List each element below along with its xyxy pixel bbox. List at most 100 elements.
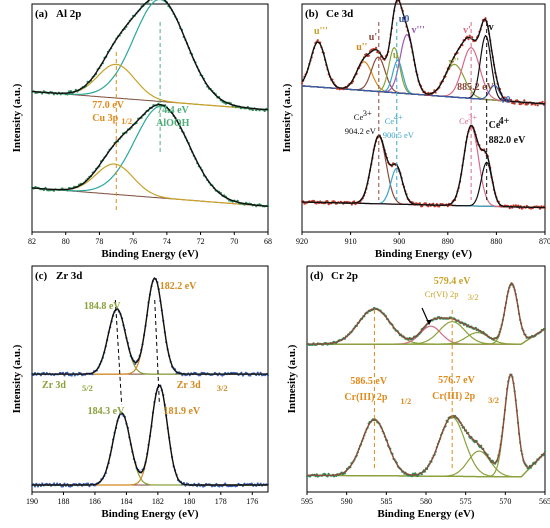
data-point	[509, 98, 513, 101]
x-tick-label: 178	[215, 497, 227, 506]
x-tick-label: 595	[301, 497, 313, 506]
panel-cr2p: 595 590 585 580 575 570 565 Binding Energy (eV)…	[286, 265, 550, 520]
data-point	[181, 374, 184, 377]
panel-zr3d: 190 188 186 184 182 180 178 176 Binding Energy (…	[11, 265, 270, 520]
peak-label-9: v0	[500, 95, 510, 106]
peak-label-1: u''	[356, 42, 367, 53]
x-tick-label: 190	[26, 497, 38, 506]
data-point	[541, 100, 544, 103]
data-point	[61, 485, 65, 488]
x-axis-title: Binding Energy (eV)	[101, 248, 199, 260]
annotation-cr6-sub: 3/2	[468, 292, 479, 302]
annotation-586-5: 586.5 eV	[350, 376, 387, 387]
fit-envelope	[301, 0, 546, 105]
panel-title: Ce 3d	[326, 8, 353, 20]
x-axis-title: Binding Energy (eV)	[375, 248, 473, 260]
data-point	[367, 54, 370, 57]
data-point	[224, 482, 227, 485]
x-tick-label: 585	[380, 497, 392, 506]
panel-label: (d)	[310, 270, 324, 282]
panel-label: (a)	[35, 8, 48, 20]
data-point	[421, 205, 424, 208]
panel-al2p: 82 80 78 76 74 72 70 68 Binding Energy (eV) Inten…	[11, 0, 272, 260]
annotation-184-8: 184.8 eV	[84, 301, 121, 312]
x-tick-label: 186	[89, 497, 101, 506]
data-point	[427, 205, 430, 208]
annotation-904-2: 904.2 eV	[345, 126, 377, 136]
peak-label-0: u'''	[314, 26, 328, 37]
data-point	[350, 203, 353, 206]
data-point	[234, 106, 238, 109]
fit-envelope	[31, 103, 269, 207]
data-point	[326, 200, 329, 203]
plot-frame	[31, 265, 269, 493]
peak-label-5: v'''	[411, 25, 425, 36]
peak-label-8: v	[489, 22, 494, 33]
x-tick-label: 74	[163, 237, 171, 246]
data-point	[69, 90, 72, 93]
annotation-882-0: 882.0 eV	[489, 135, 526, 146]
data-point	[256, 482, 259, 485]
annotation-cr3a: Cr(III) 2p	[344, 392, 387, 403]
data-point	[52, 189, 56, 192]
data-point	[536, 104, 539, 107]
annotation-zr3d52: Zr 3d	[42, 380, 66, 391]
annotation-zr3d32: Zr 3d	[177, 380, 201, 391]
data-point	[86, 482, 90, 485]
data-point	[66, 371, 69, 374]
data-point	[73, 374, 76, 377]
x-tick-label: 900	[393, 237, 405, 246]
data-point	[375, 46, 378, 50]
x-tick-label: 870	[539, 237, 550, 246]
x-tick-label: 176	[246, 497, 258, 506]
fit-envelope	[31, 0, 269, 111]
data-point	[250, 482, 253, 485]
annotation-zr3d32-sub: 3/2	[217, 383, 228, 393]
x-tick-label: 590	[341, 497, 353, 506]
data-point	[517, 204, 520, 207]
data-point	[241, 374, 244, 377]
annotation-alooh-species: AlOOH	[156, 118, 190, 129]
annotation-cu3p-energy: 77.0 eV	[92, 100, 124, 111]
annotation-576-7: 576.7 eV	[438, 375, 475, 386]
data-point	[249, 374, 252, 377]
annotation-ce4-right-sup: 4+	[499, 116, 510, 127]
x-tick-label: 80	[62, 237, 70, 246]
component-peak	[306, 374, 546, 478]
annotation-cr6: Cr(VI) 2p	[425, 289, 459, 299]
peak-label-4: u0	[399, 14, 410, 25]
data-point	[523, 99, 526, 102]
x-tick-label: 72	[197, 237, 205, 246]
fit-envelope	[302, 124, 545, 209]
data-point	[543, 101, 547, 104]
component-peak	[301, 34, 546, 105]
annotation-cr3b-sub: 3/2	[488, 395, 499, 405]
panel-title: Al 2p	[56, 8, 81, 20]
fit-envelope	[306, 373, 546, 477]
annotation-181-9: 181.9 eV	[163, 406, 200, 417]
data-point	[52, 93, 56, 96]
panel-label: (b)	[305, 8, 319, 20]
cr6-arrow-head	[426, 320, 432, 325]
annotation-ce3-right-sup: 3+	[468, 112, 477, 122]
data-point	[300, 82, 304, 85]
data-point	[313, 199, 316, 203]
data-point	[424, 202, 427, 205]
x-tick-label: 920	[296, 237, 308, 246]
component-peak	[302, 135, 545, 209]
data-point	[150, 0, 153, 1]
component-peak	[302, 161, 545, 209]
data-point	[41, 482, 44, 485]
x-axis-title: Binding Energy (eV)	[101, 508, 199, 520]
x-tick-label: 180	[183, 497, 195, 506]
annotation-ce3-right: Ce	[459, 116, 469, 126]
peak-label-2: u'	[369, 32, 378, 43]
x-tick-label: 890	[442, 237, 454, 246]
y-axis-title: Intensity (a.u.)	[11, 344, 23, 413]
data-point	[432, 202, 435, 205]
panel-ce3d: 920 910 900 890 880 870 Binding Energy (eV) Int…	[281, 0, 550, 260]
x-tick-label: 570	[499, 497, 511, 506]
data-point	[256, 371, 259, 374]
x-tick-label: 580	[420, 497, 432, 506]
annotation-ce4-mid-sup: 4+	[394, 112, 403, 122]
